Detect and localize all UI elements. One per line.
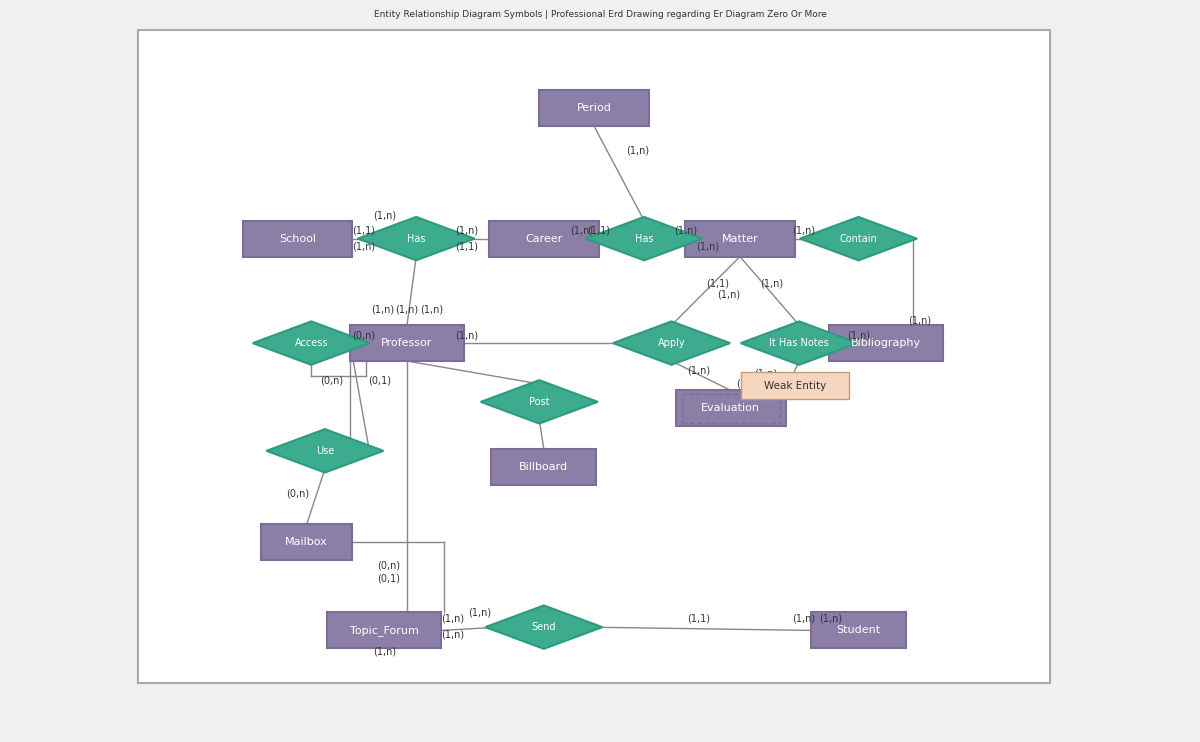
Text: (1,n): (1,n) xyxy=(736,378,758,389)
Text: (0,1): (0,1) xyxy=(377,573,401,583)
Text: Matter: Matter xyxy=(721,234,758,243)
Text: (1,n): (1,n) xyxy=(696,241,720,252)
Text: (1,n): (1,n) xyxy=(442,614,464,623)
Text: (1,n): (1,n) xyxy=(373,646,396,656)
FancyBboxPatch shape xyxy=(539,90,649,126)
Text: Bibliography: Bibliography xyxy=(851,338,920,348)
Text: Weak Entity: Weak Entity xyxy=(763,381,826,390)
Text: (0,1): (0,1) xyxy=(368,376,391,386)
Text: (1,n): (1,n) xyxy=(908,315,931,325)
Polygon shape xyxy=(586,217,703,260)
Text: Student: Student xyxy=(836,626,881,635)
FancyBboxPatch shape xyxy=(328,612,442,649)
Text: Billboard: Billboard xyxy=(520,462,569,472)
Text: Use: Use xyxy=(316,446,334,456)
Text: (1,n): (1,n) xyxy=(373,211,396,221)
FancyBboxPatch shape xyxy=(829,325,943,361)
Text: (1,n): (1,n) xyxy=(371,304,394,314)
Polygon shape xyxy=(740,321,858,365)
FancyBboxPatch shape xyxy=(676,390,786,427)
Text: Has: Has xyxy=(407,234,426,243)
FancyBboxPatch shape xyxy=(490,220,599,257)
Text: Professor: Professor xyxy=(382,338,433,348)
Text: (0,n): (0,n) xyxy=(319,376,343,386)
Text: Post: Post xyxy=(529,397,550,407)
Text: (1,1): (1,1) xyxy=(352,225,374,235)
Text: (1,n): (1,n) xyxy=(442,630,464,640)
Text: (1,n): (1,n) xyxy=(468,607,492,617)
Text: Has: Has xyxy=(635,234,654,243)
FancyBboxPatch shape xyxy=(262,525,353,560)
Text: Apply: Apply xyxy=(658,338,685,348)
FancyBboxPatch shape xyxy=(740,372,848,399)
Polygon shape xyxy=(253,321,370,365)
Text: Mailbox: Mailbox xyxy=(286,537,328,548)
Text: It Has Notes: It Has Notes xyxy=(769,338,829,348)
FancyBboxPatch shape xyxy=(685,220,794,257)
Text: (1,n): (1,n) xyxy=(754,368,778,378)
Text: School: School xyxy=(280,234,316,243)
Text: (1,n): (1,n) xyxy=(626,145,649,156)
Text: (1,n): (1,n) xyxy=(792,225,815,235)
Text: (1,n): (1,n) xyxy=(570,225,593,235)
Polygon shape xyxy=(613,321,730,365)
Text: (1,n): (1,n) xyxy=(847,330,870,341)
Text: Contain: Contain xyxy=(840,234,877,243)
Polygon shape xyxy=(266,429,384,473)
Text: (1,n): (1,n) xyxy=(455,330,478,341)
Text: Send: Send xyxy=(532,622,556,632)
Text: (0,n): (0,n) xyxy=(353,330,376,341)
Text: (1,n): (1,n) xyxy=(420,304,443,314)
Text: Topic_Forum: Topic_Forum xyxy=(350,625,419,636)
Polygon shape xyxy=(800,217,917,260)
Text: (1,n): (1,n) xyxy=(792,614,815,623)
Polygon shape xyxy=(485,605,602,649)
Text: (1,n): (1,n) xyxy=(761,278,784,288)
FancyBboxPatch shape xyxy=(492,449,596,485)
Text: (1,n): (1,n) xyxy=(718,289,740,299)
Text: (1,1): (1,1) xyxy=(455,241,478,252)
Text: Evaluation: Evaluation xyxy=(701,404,761,413)
Text: (0,n): (0,n) xyxy=(377,560,401,570)
Text: (1,n): (1,n) xyxy=(396,304,419,314)
FancyBboxPatch shape xyxy=(350,325,464,361)
Text: (1,n): (1,n) xyxy=(673,225,697,235)
Text: (1,n): (1,n) xyxy=(688,366,710,375)
Text: (1,n): (1,n) xyxy=(820,614,842,623)
Text: Access: Access xyxy=(294,338,328,348)
Text: Period: Period xyxy=(576,103,612,113)
Text: Career: Career xyxy=(526,234,563,243)
Text: (1,1): (1,1) xyxy=(587,225,610,235)
FancyBboxPatch shape xyxy=(811,612,906,649)
FancyBboxPatch shape xyxy=(138,30,1050,683)
Polygon shape xyxy=(358,217,475,260)
Text: (1,n): (1,n) xyxy=(455,225,478,235)
Polygon shape xyxy=(481,380,598,424)
Text: (1,n): (1,n) xyxy=(352,241,374,252)
FancyBboxPatch shape xyxy=(242,220,353,257)
Text: (1,1): (1,1) xyxy=(707,278,730,288)
Text: Entity Relationship Diagram Symbols | Professional Erd Drawing regarding Er Diag: Entity Relationship Diagram Symbols | Pr… xyxy=(373,10,827,19)
Text: (1,1): (1,1) xyxy=(688,614,710,623)
Text: (0,n): (0,n) xyxy=(286,488,310,499)
